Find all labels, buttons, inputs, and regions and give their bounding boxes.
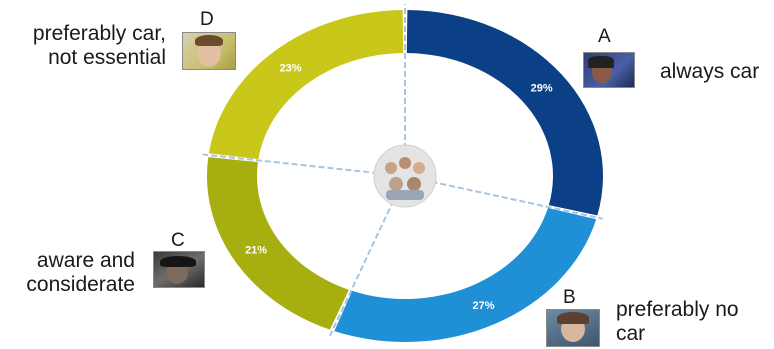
segment-divider-d	[202, 153, 406, 177]
segment-value-label-c: 21%	[245, 245, 267, 257]
center-group-photo	[373, 144, 437, 208]
donut-segment-c	[206, 157, 349, 330]
person-photo-a	[583, 52, 635, 88]
donut-segment-b	[334, 208, 597, 342]
category-label-a: always car	[660, 60, 760, 83]
person-photo-d	[182, 32, 236, 70]
segment-letter-a: A	[598, 26, 611, 47]
category-label-c: aware and considerate	[26, 249, 135, 296]
segment-letter-d: D	[200, 9, 214, 30]
person-photo-c	[153, 251, 205, 288]
segment-value-label-b: 27%	[473, 300, 495, 312]
segment-letter-b: B	[563, 287, 576, 308]
person-photo-b	[546, 309, 600, 347]
segment-divider-b	[404, 175, 603, 220]
donut-segments	[206, 10, 603, 342]
segment-value-labels: 29% 27% 21% 23%	[245, 63, 553, 312]
segment-letter-c: C	[171, 230, 185, 251]
segment-value-label-d: 23%	[280, 63, 302, 75]
donut-segment-a	[406, 10, 603, 216]
donut-segment-d	[208, 10, 404, 160]
segment-value-label-a: 29%	[531, 82, 553, 94]
category-label-d: preferably car, not essential	[32, 22, 166, 69]
category-label-b: preferably no car	[616, 298, 739, 345]
